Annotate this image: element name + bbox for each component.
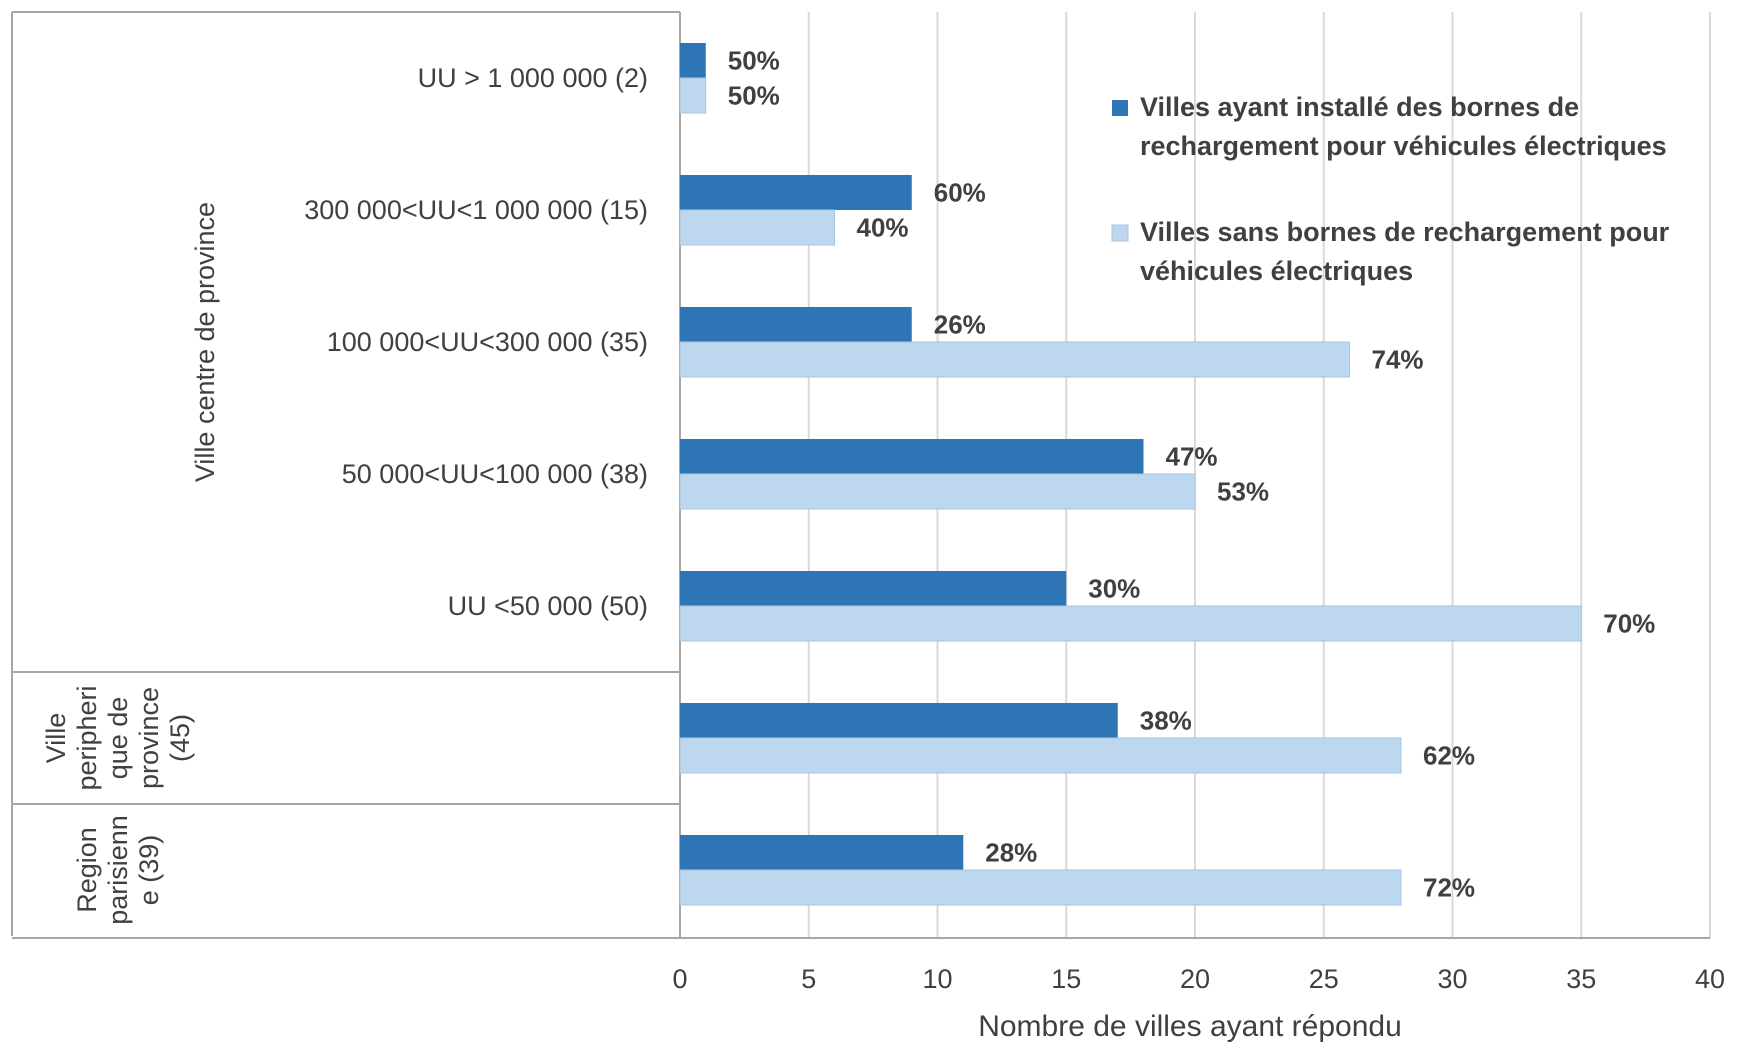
legend-label-line: Villes ayant installé des bornes de [1140,92,1579,122]
data-label-series-1: 30% [1088,574,1140,604]
bars [680,43,1581,905]
data-label-series-2: 74% [1372,345,1424,375]
bar-series-2 [680,78,706,113]
data-label-series-2: 70% [1603,609,1655,639]
group-label-line: parisienn [103,815,133,925]
legend-swatch-1 [1112,100,1128,116]
group-label-line: que de [103,697,133,780]
group-label-line: (45) [165,714,195,762]
bar-series-1 [680,175,912,210]
x-tick-label: 35 [1566,964,1596,994]
group-label-line: e (39) [134,835,164,906]
x-tick-label: 20 [1180,964,1210,994]
data-label-series-2: 62% [1423,741,1475,771]
data-label-series-2: 50% [728,81,780,111]
category-labels: UU > 1 000 000 (2) 300 000<UU<1 000 000 (… [304,63,648,621]
data-label-series-1: 28% [985,838,1037,868]
data-label-series-2: 53% [1217,477,1269,507]
bar-series-1 [680,43,706,78]
group-label-line: province [134,687,164,789]
x-tick-label: 30 [1437,964,1467,994]
category-label: UU > 1 000 000 (2) [418,63,648,93]
bar-series-2 [680,342,1350,377]
bar-series-2 [680,474,1195,509]
bar-series-1 [680,835,963,870]
x-tick-label: 40 [1695,964,1725,994]
data-label-series-2: 40% [857,213,909,243]
bar-series-2 [680,606,1581,641]
legend-label-line: véhicules électriques [1140,256,1413,286]
bar-series-2 [680,210,835,245]
data-label-series-1: 38% [1140,706,1192,736]
group-label-0: Ville centre de province [190,202,220,482]
group-label-line: Ville [41,713,71,764]
data-label-series-1: 26% [934,310,986,340]
bar-series-1 [680,703,1118,738]
data-label-series-1: 50% [728,46,780,76]
x-tick-label: 5 [801,964,816,994]
x-axis-tick-labels: 0 5 10 15 20 25 30 35 40 [672,964,1725,994]
x-tick-label: 0 [672,964,687,994]
x-tick-label: 15 [1051,964,1081,994]
category-label: UU <50 000 (50) [448,591,648,621]
legend-label-line: rechargement pour véhicules électriques [1140,131,1667,161]
category-label: 50 000<UU<100 000 (38) [342,459,648,489]
group-label-line: peripheri [72,685,102,790]
data-label-series-2: 72% [1423,873,1475,903]
group-label-2: Regionparisienne (39) [72,815,164,925]
group-label-1: Villeperipherique deprovince(45) [41,685,195,790]
x-tick-label: 25 [1309,964,1339,994]
group-label-line: Ville centre de province [190,202,220,482]
category-label: 100 000<UU<300 000 (35) [327,327,648,357]
bar-series-1 [680,439,1144,474]
data-label-series-1: 60% [934,178,986,208]
data-label-series-1: 47% [1166,442,1218,472]
legend-swatch-2 [1112,225,1128,241]
bar-series-1 [680,571,1066,606]
bar-series-2 [680,870,1401,905]
x-axis-title: Nombre de villes ayant répondu [978,1010,1402,1043]
legend-label-1: Villes ayant installé des bornes de recha… [1140,92,1667,161]
legend-label-line: Villes sans bornes de rechargement pour [1140,217,1670,247]
category-group-labels: Ville centre de province Villeperipheriqu… [41,202,220,925]
category-label: 300 000<UU<1 000 000 (15) [304,195,648,225]
x-tick-label: 10 [922,964,952,994]
bar-series-2 [680,738,1401,773]
bar-series-1 [680,307,912,342]
group-label-line: Region [72,827,102,913]
legend-label-2: Villes sans bornes de rechargement pour v… [1140,217,1670,286]
